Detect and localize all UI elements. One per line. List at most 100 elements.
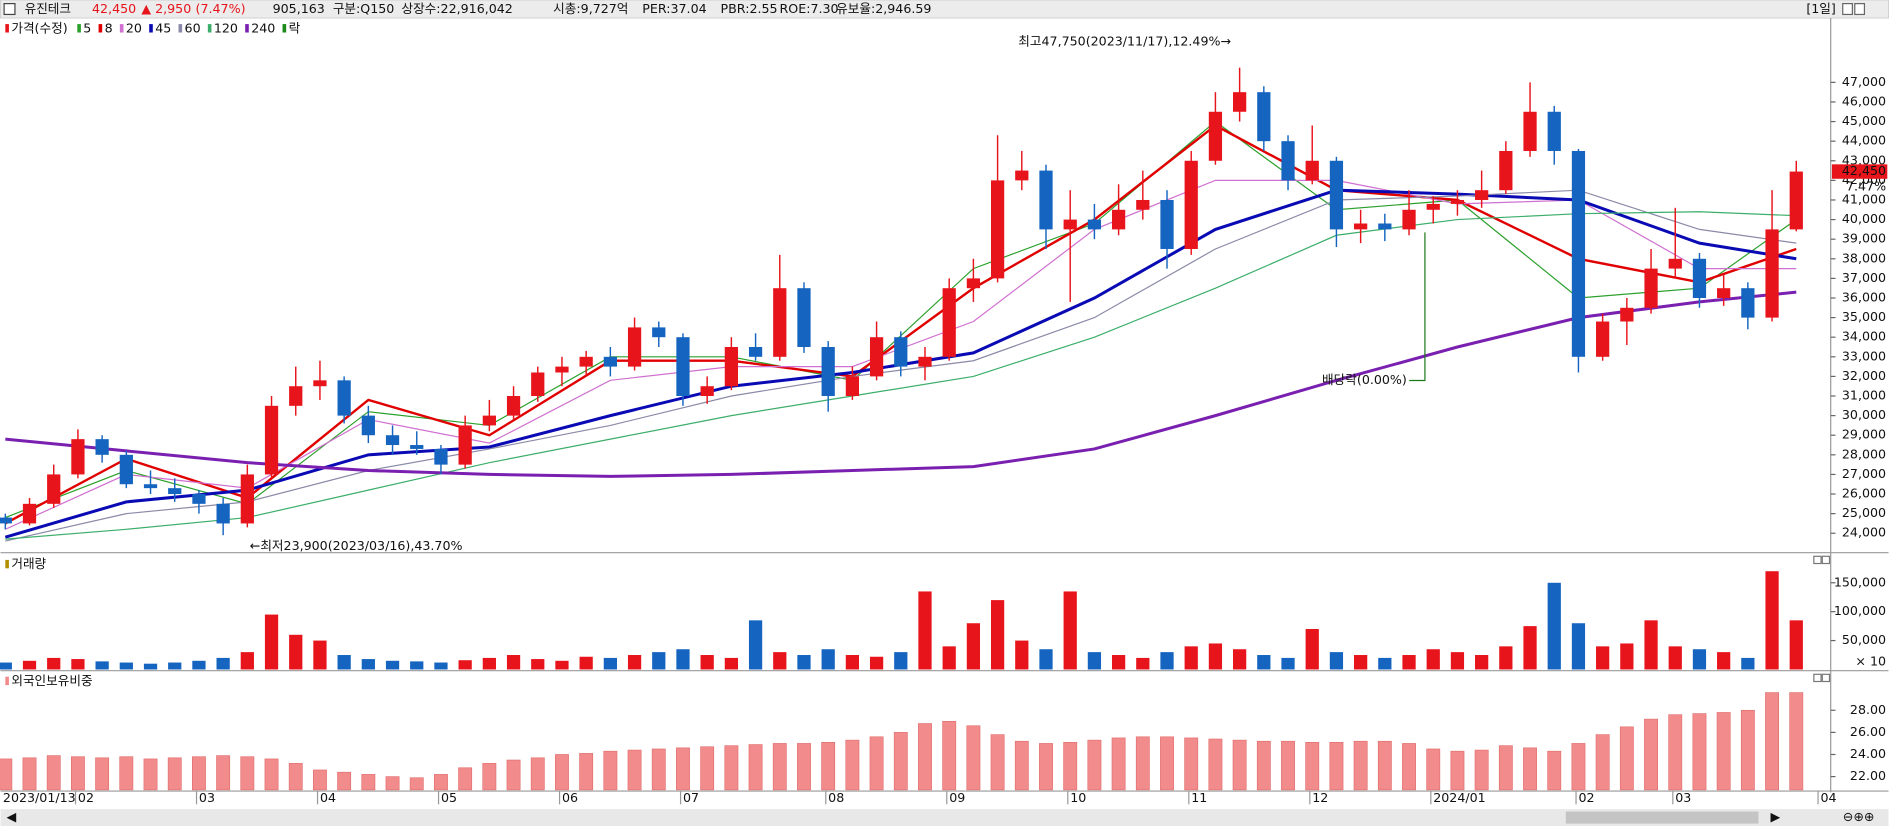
volume-bar	[1136, 657, 1150, 670]
volume-bar	[1111, 655, 1126, 670]
period-button[interactable]: [1일]	[1806, 1, 1836, 16]
pane-button[interactable]	[1821, 555, 1831, 565]
candle-body	[95, 439, 109, 455]
ownership-bar	[1014, 740, 1029, 791]
pane-button[interactable]	[1821, 673, 1831, 683]
ownership-bar	[385, 776, 400, 791]
y-tick-label: 45,000	[1842, 113, 1886, 128]
pane-button[interactable]	[1813, 673, 1822, 683]
volume-bar	[1232, 649, 1247, 670]
volume-bar	[627, 655, 642, 670]
ownership-bar	[1111, 737, 1126, 791]
window-button[interactable]	[1854, 3, 1866, 16]
y-tick-label: 30,000	[1842, 407, 1886, 422]
candle-body	[700, 386, 714, 397]
candle-body	[1402, 209, 1416, 230]
y-tick-label: 27,000	[1842, 466, 1886, 481]
y-tick-label: 43,000	[1842, 152, 1886, 167]
y-tick-label: 33,000	[1842, 348, 1886, 363]
ownership-bar	[990, 734, 1005, 791]
pane-title: 외국인보유비중	[11, 673, 92, 688]
candle-body	[1644, 268, 1658, 308]
volume-bar	[1499, 646, 1513, 670]
candle-body	[410, 445, 424, 449]
y-tick-label: 24,000	[1842, 525, 1886, 540]
y-tick-label: 25,000	[1842, 505, 1886, 520]
candle-body	[894, 337, 908, 367]
candle-body	[869, 337, 884, 377]
y-tick-label: 38,000	[1842, 250, 1886, 265]
candle-body	[1184, 160, 1198, 249]
moving-average	[5, 120, 1797, 519]
candle-body	[71, 439, 85, 475]
volume-bar	[1717, 652, 1731, 670]
ex-dividend-line	[1409, 232, 1426, 382]
x-tick-label: 04	[320, 790, 336, 805]
legend-label: 가격(수정)	[11, 20, 67, 35]
candle-body	[1329, 160, 1344, 230]
ownership-bar	[409, 777, 424, 791]
candle-body	[1523, 111, 1537, 151]
scroll-left[interactable]: ◀	[7, 809, 17, 824]
x-tick-label: 03	[199, 790, 215, 805]
volume-bar	[216, 657, 230, 670]
legend-marker	[77, 24, 81, 33]
candle-body	[797, 288, 811, 348]
last-change-label: 7.47%	[1846, 179, 1886, 194]
pane-title: 거래량	[11, 556, 46, 571]
legend-label: 120	[214, 20, 238, 35]
candle-body	[482, 415, 496, 426]
y-tick-label: 44,000	[1842, 133, 1886, 148]
ownership-bar	[22, 757, 37, 791]
scrollbar[interactable]	[0, 809, 1889, 826]
zoom-buttons[interactable]: ⊖⊕⊕	[1843, 809, 1875, 824]
checkbox[interactable]	[3, 3, 16, 16]
volume-bar	[579, 656, 593, 670]
roe: ROE:7.30	[780, 1, 839, 16]
candle-body	[990, 180, 1005, 279]
legend-label: 락	[289, 20, 301, 35]
ownership-bar	[579, 753, 594, 791]
candle-body	[773, 288, 787, 357]
volume-bar	[1596, 646, 1610, 670]
x-tick-label: 11	[1191, 790, 1207, 805]
volume-bar	[531, 659, 545, 670]
volume-bar	[1765, 571, 1779, 670]
last-price-label: 42,450	[1842, 163, 1886, 178]
x-tick-label: 02	[1578, 790, 1594, 805]
change: ▲ 2,950	[141, 1, 191, 16]
candle-body	[1547, 111, 1561, 151]
candle-body	[1087, 219, 1102, 230]
ownership-bar	[1039, 743, 1053, 791]
ownership-bar	[1498, 745, 1513, 791]
ownership-bar	[1232, 739, 1247, 791]
candle-body	[143, 484, 158, 489]
candle-body	[942, 288, 956, 357]
scroll-thumb[interactable]	[1565, 811, 1759, 824]
volume-bar	[458, 660, 472, 670]
candle-body	[627, 327, 642, 367]
scroll-right[interactable]: ▶	[1771, 809, 1781, 824]
candle-body	[1378, 223, 1392, 230]
candle-body	[1668, 258, 1682, 269]
ownership-bar	[95, 757, 110, 791]
volume-bar	[410, 661, 424, 670]
moving-average	[5, 290, 1797, 478]
ownership-bar	[1740, 709, 1755, 791]
ownership-bar	[627, 749, 642, 791]
annotation-low: ←최저23,900(2023/03/16),43.70%	[250, 538, 463, 553]
price: 42,450	[92, 1, 136, 16]
candle-body	[192, 494, 206, 504]
pane-button[interactable]	[1813, 555, 1822, 565]
legend-marker	[5, 24, 9, 33]
volume-bar	[990, 600, 1005, 670]
market: 구분:Q150	[333, 1, 395, 16]
market-cap: 시총:9,727억	[553, 1, 628, 16]
volume: 905,163	[273, 1, 325, 16]
volume-bar	[482, 657, 496, 670]
volume-bar	[1741, 657, 1755, 670]
candle-body	[1620, 307, 1634, 322]
window-button[interactable]	[1842, 3, 1853, 16]
candle-body	[579, 356, 593, 367]
